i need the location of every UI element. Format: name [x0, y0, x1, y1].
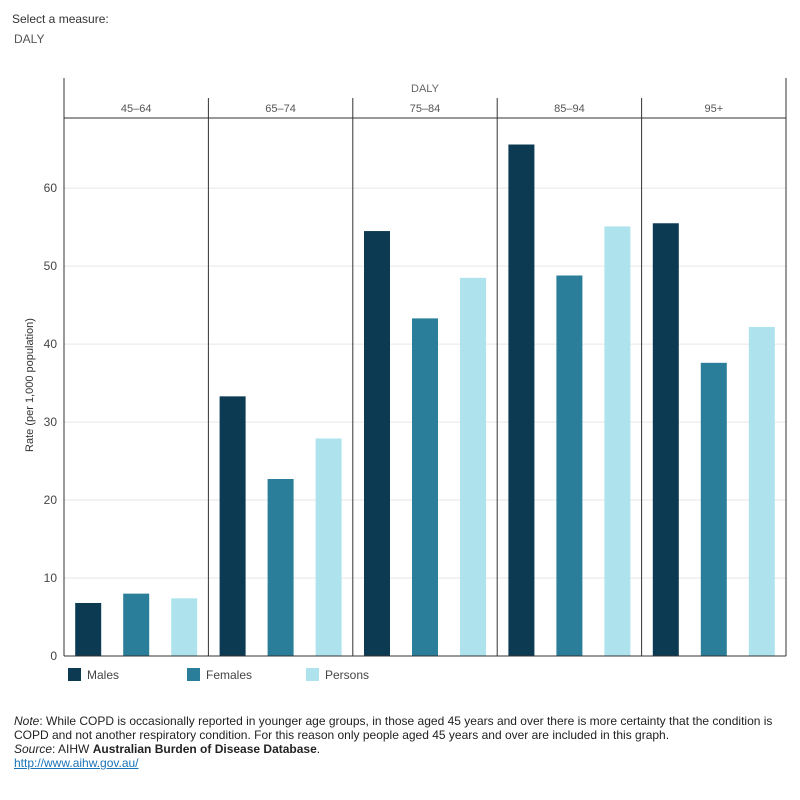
bar-females-3[interactable]: [412, 318, 438, 656]
measure-label: Select a measure:: [12, 12, 109, 26]
y-tick-label: 50: [44, 259, 58, 273]
note-text: : While COPD is occasionally reported in…: [14, 714, 773, 742]
source-label: Source: [14, 742, 53, 756]
note-label: Note: [14, 714, 40, 728]
bar-males-1[interactable]: [75, 602, 102, 656]
bar-males-4[interactable]: [508, 144, 535, 657]
legend-swatch-males: [68, 668, 81, 681]
bar-persons-5[interactable]: [748, 326, 775, 656]
y-tick-label: 30: [44, 415, 58, 429]
daly-chart: DALY 45–64 65–74 75–84 85–94 95+ 0 10 20 30 40 50…: [24, 78, 787, 682]
y-tick-label: 0: [50, 649, 57, 663]
y-tick-label: 20: [44, 493, 58, 507]
y-axis-label: Rate (per 1,000 population): [24, 318, 36, 452]
y-tick-label: 40: [44, 337, 58, 351]
note-paragraph: Note: While COPD is occasionally reporte…: [14, 714, 784, 742]
bar-females-1[interactable]: [123, 593, 150, 656]
source-paragraph: Source: AIHW Australian Burden of Diseas…: [14, 742, 784, 756]
y-tick-label: 60: [44, 181, 58, 195]
panel-header-label: 45–64: [121, 103, 152, 115]
bar-persons-3[interactable]: [460, 277, 486, 656]
legend-label-females: Females: [206, 668, 252, 682]
legend-swatch-persons: [306, 668, 319, 681]
footnotes: Note: While COPD is occasionally reporte…: [14, 714, 784, 770]
legend-label-males: Males: [87, 668, 119, 682]
bar-males-2[interactable]: [219, 396, 246, 656]
legend-label-persons: Persons: [325, 668, 369, 682]
panel-header-label: 75–84: [410, 103, 441, 115]
bar-males-5[interactable]: [652, 223, 679, 656]
bar-females-5[interactable]: [700, 362, 727, 656]
chart-title: DALY: [411, 83, 440, 95]
measure-select[interactable]: DALY: [14, 32, 45, 46]
panel-header-label: 85–94: [554, 103, 585, 115]
bar-males-3[interactable]: [364, 231, 390, 656]
bar-persons-4[interactable]: [604, 226, 631, 657]
panel-header-label: 95+: [704, 103, 723, 115]
bar-persons-1[interactable]: [171, 598, 198, 656]
source-database: Australian Burden of Disease Database: [92, 742, 317, 756]
source-text: : AIHW: [52, 742, 93, 756]
y-tick-label: 10: [44, 571, 58, 585]
aihw-link[interactable]: http://www.aihw.gov.au/: [14, 756, 139, 770]
legend-swatch-females: [187, 668, 200, 681]
bar-females-4[interactable]: [556, 275, 583, 656]
bar-persons-2[interactable]: [315, 438, 342, 656]
source-end: .: [316, 742, 321, 756]
panel-header-label: 65–74: [265, 103, 296, 115]
bar-females-2[interactable]: [267, 479, 294, 656]
